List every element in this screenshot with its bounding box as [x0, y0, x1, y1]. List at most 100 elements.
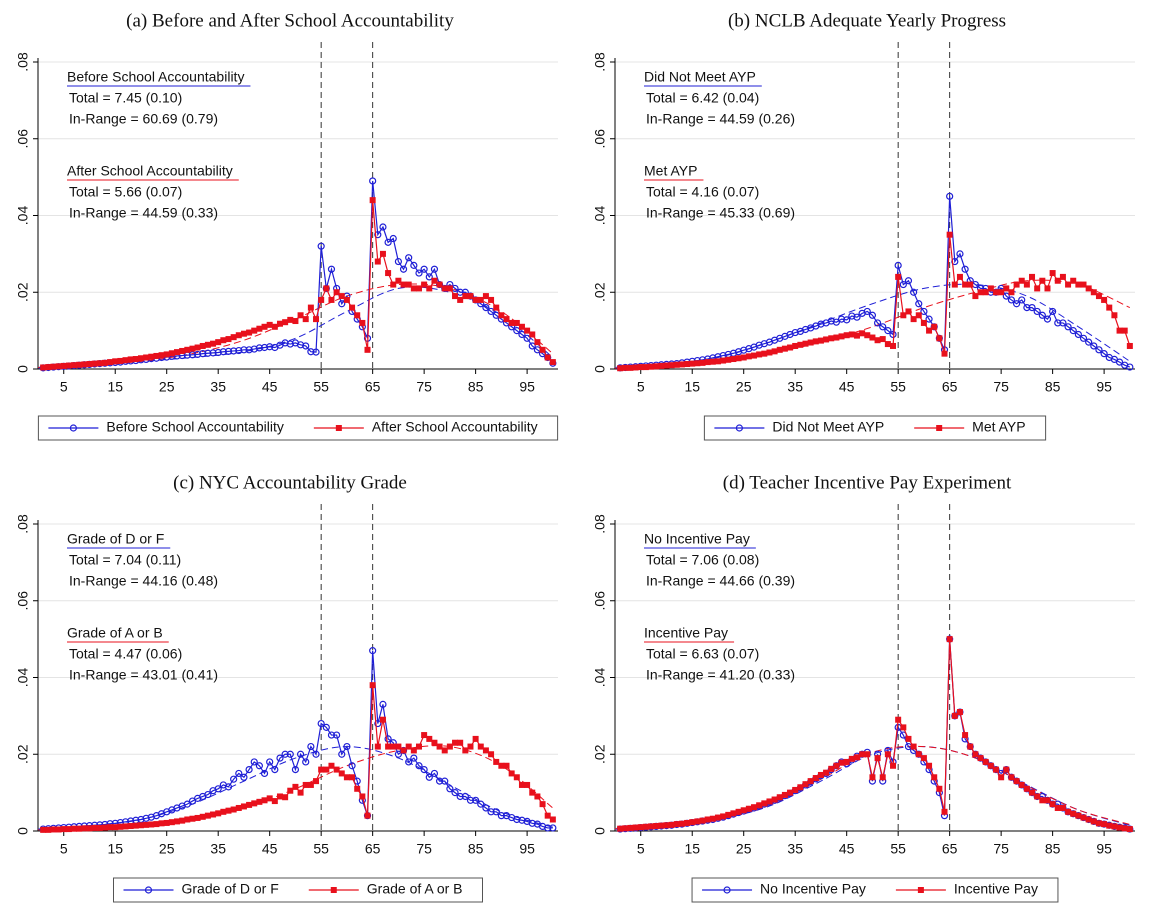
- marker: [425, 773, 433, 781]
- y-tick-label: .08: [15, 514, 31, 534]
- x-tick-label: 15: [107, 841, 123, 857]
- marker: [508, 770, 515, 777]
- marker: [987, 285, 994, 292]
- marker: [833, 334, 840, 341]
- marker: [848, 755, 855, 762]
- marker: [461, 792, 469, 801]
- marker: [390, 281, 397, 288]
- marker: [663, 362, 670, 369]
- marker: [704, 816, 711, 823]
- marker: [544, 824, 552, 832]
- marker: [1054, 277, 1061, 284]
- marker: [879, 336, 886, 343]
- marker: [549, 824, 557, 832]
- marker: [761, 350, 768, 357]
- marker: [96, 360, 103, 367]
- legend-item: No Incentive Pay: [702, 881, 866, 897]
- marker: [338, 293, 345, 300]
- marker: [307, 304, 314, 311]
- marker: [143, 354, 150, 361]
- marker: [148, 821, 155, 828]
- marker: [723, 886, 731, 894]
- marker: [848, 312, 856, 320]
- marker: [962, 732, 969, 739]
- marker: [946, 231, 953, 238]
- marker: [714, 814, 721, 821]
- marker: [843, 758, 850, 765]
- marker: [617, 825, 624, 832]
- marker: [1116, 327, 1123, 334]
- marker: [184, 346, 191, 353]
- chart-title: (b) NCLB Adequate Yearly Progress: [728, 10, 1006, 31]
- fit-curve: [614, 283, 1131, 369]
- marker: [214, 785, 222, 793]
- marker: [415, 269, 423, 277]
- marker: [379, 250, 386, 257]
- marker: [920, 755, 927, 762]
- marker: [874, 337, 881, 344]
- marker: [1090, 818, 1097, 825]
- marker: [838, 759, 845, 766]
- marker: [982, 758, 989, 765]
- marker: [833, 762, 840, 769]
- marker: [843, 332, 850, 339]
- series-line: [43, 685, 554, 831]
- marker: [456, 288, 464, 296]
- legend-label: Grade of A or B: [367, 881, 463, 897]
- marker: [240, 346, 248, 354]
- marker: [220, 337, 227, 344]
- marker: [663, 822, 670, 829]
- marker: [807, 778, 814, 785]
- x-tick-label: 45: [839, 841, 855, 857]
- fit-curve: [614, 279, 1131, 369]
- legend-item: Did Not Meet AYP: [714, 419, 884, 435]
- marker: [446, 785, 454, 793]
- legend-label: Met AYP: [972, 419, 1025, 435]
- marker: [936, 425, 943, 431]
- marker: [271, 765, 279, 774]
- marker: [1003, 766, 1010, 773]
- marker: [1008, 289, 1015, 296]
- annotation-title: Grade of A or B: [67, 625, 163, 641]
- marker: [1121, 825, 1128, 832]
- marker: [1079, 334, 1088, 342]
- marker: [179, 347, 186, 354]
- marker: [400, 281, 407, 288]
- marker: [435, 777, 444, 785]
- x-tick-label: 15: [684, 379, 700, 395]
- marker: [415, 762, 423, 770]
- marker: [50, 363, 57, 370]
- marker: [926, 762, 933, 769]
- marker: [905, 308, 912, 315]
- marker: [699, 359, 706, 366]
- annotation-text: Total = 7.45 (0.10): [69, 90, 182, 106]
- marker: [374, 719, 382, 728]
- marker: [296, 341, 305, 349]
- marker: [364, 812, 371, 819]
- marker: [689, 819, 696, 826]
- x-tick-label: 55: [890, 841, 906, 857]
- y-tick-label: 0: [592, 827, 608, 835]
- marker: [925, 315, 933, 323]
- x-tick-label: 85: [1045, 841, 1061, 857]
- marker: [260, 343, 269, 352]
- marker: [725, 356, 732, 363]
- x-tick-label: 85: [468, 379, 484, 395]
- marker: [426, 285, 433, 292]
- marker: [1065, 281, 1072, 288]
- legend-item: Grade of D or F: [123, 881, 279, 897]
- marker: [812, 775, 819, 782]
- marker: [405, 281, 412, 288]
- marker: [972, 751, 979, 758]
- marker: [518, 323, 525, 330]
- marker: [107, 359, 114, 366]
- marker: [86, 361, 93, 368]
- marker: [910, 743, 917, 750]
- marker: [823, 769, 830, 776]
- marker: [482, 747, 489, 754]
- marker: [807, 339, 814, 346]
- marker: [678, 820, 685, 827]
- marker: [1106, 822, 1113, 829]
- marker: [359, 319, 366, 326]
- annotation-text: Total = 7.04 (0.11): [69, 552, 181, 568]
